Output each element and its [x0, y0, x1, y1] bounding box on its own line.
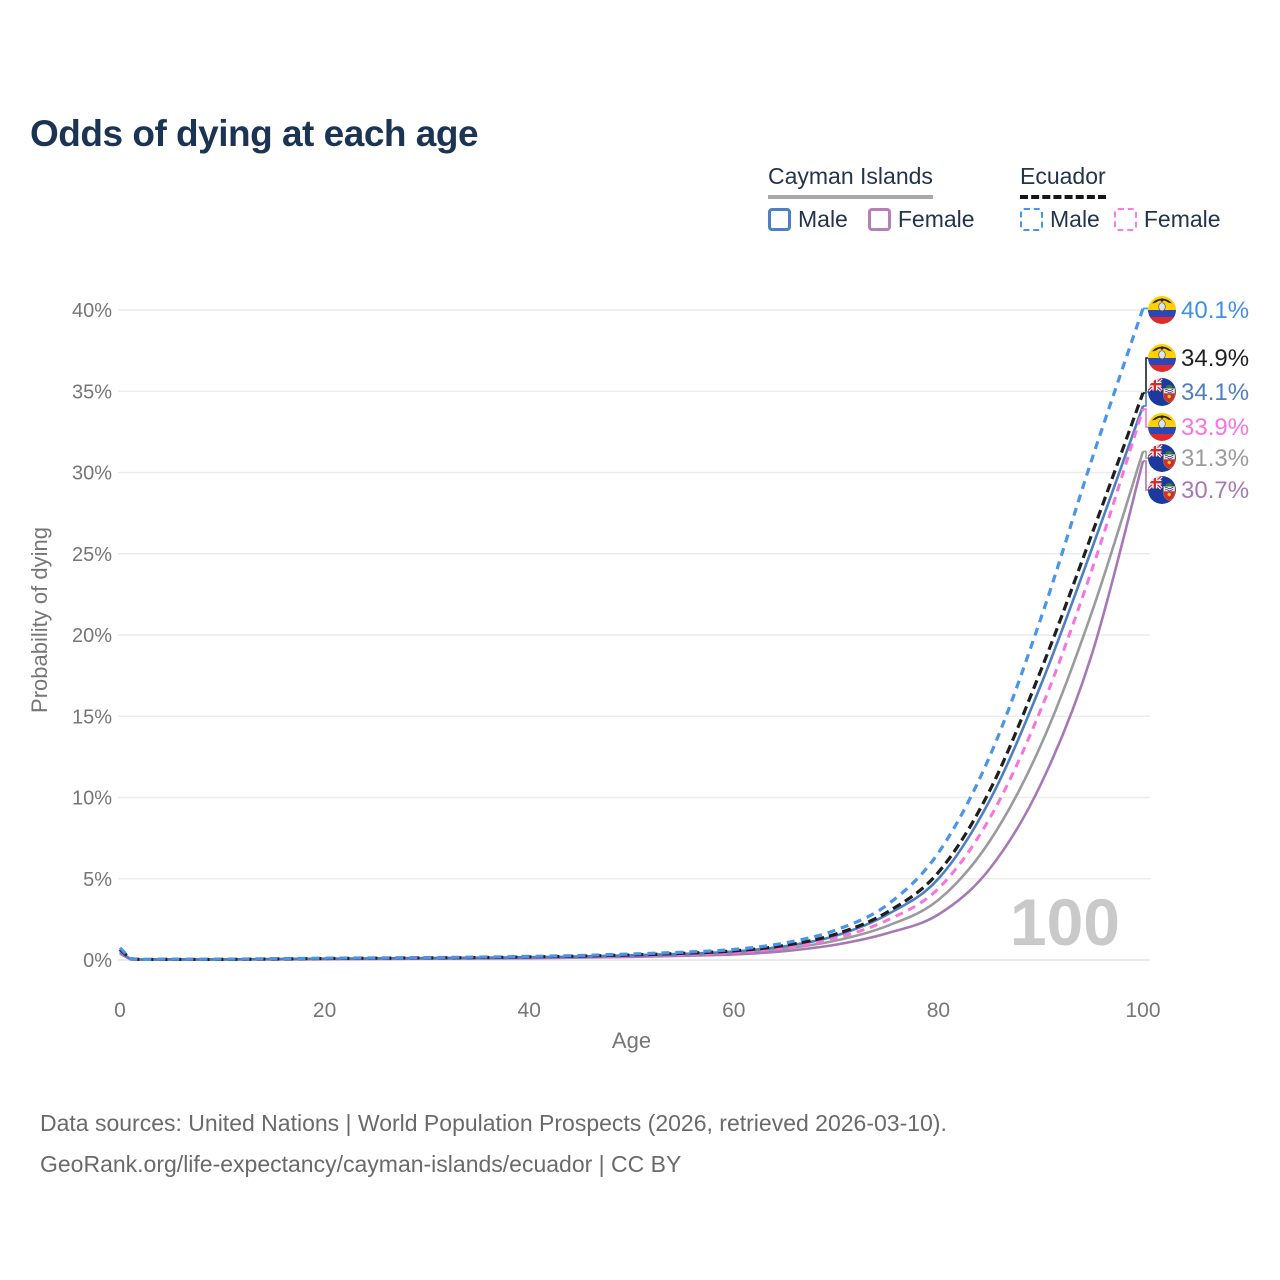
chart-footer: Data sources: United Nations | World Pop…	[40, 1103, 947, 1185]
cayman-islands-flag-icon	[1148, 476, 1176, 504]
cayman-islands-flag-icon	[1148, 444, 1176, 472]
y-tick-label: 5%	[83, 869, 112, 891]
series-end-value: 30.7%	[1181, 477, 1249, 504]
legend-country-ecuador: Ecuador	[1020, 163, 1106, 199]
y-tick-label: 40%	[72, 300, 112, 322]
y-axis-title: Probability of dying	[27, 527, 52, 713]
legend-label: Female	[1143, 206, 1221, 232]
ecuador-flag-icon	[1148, 344, 1176, 372]
page-title: Odds of dying at each age	[30, 112, 479, 154]
x-axis-title: Age	[612, 1028, 651, 1053]
legend-toggle-ecuador-male[interactable]: Male	[1020, 206, 1100, 233]
label-leader	[1143, 391, 1148, 407]
series-end-value: 34.9%	[1181, 345, 1249, 372]
x-tick-label: 60	[722, 999, 745, 1022]
legend-toggle-cayman-female[interactable]: Female	[867, 206, 975, 233]
y-tick-label: 15%	[72, 706, 112, 728]
legend-country-cayman-islands: Cayman Islands	[768, 163, 933, 199]
series-end-value: 31.3%	[1181, 445, 1249, 472]
ecuador-flag-icon	[1148, 413, 1176, 441]
y-tick-label: 25%	[72, 544, 112, 566]
attribution-line: GeoRank.org/life-expectancy/cayman-islan…	[40, 1151, 682, 1177]
x-tick-label: 100	[1125, 999, 1160, 1022]
cayman-islands-flag-icon	[1148, 378, 1176, 406]
x-tick-label: 0	[114, 999, 126, 1022]
legend-group-ecuador: Ecuador Male Female	[1020, 163, 1221, 233]
y-tick-label: 10%	[72, 788, 112, 810]
odds-of-dying-chart: 0% 5% 10% 15% 20% 25% 30% 35% 40% 100 0 20 40 60 80 100…	[27, 296, 1249, 1053]
series-end-value: 33.9%	[1181, 414, 1249, 441]
label-leader	[1143, 450, 1148, 459]
x-tick-label: 80	[927, 999, 950, 1022]
series-line-cayman-islands-both[interactable]	[119, 451, 1145, 961]
series-line-ecuador-male[interactable]	[118, 307, 1145, 961]
label-leader	[1143, 357, 1148, 394]
x-tick-label: 20	[313, 999, 336, 1022]
y-tick-label: 35%	[72, 381, 112, 403]
ecuador-female-checkbox[interactable]	[1113, 208, 1137, 231]
y-tick-label: 30%	[72, 463, 112, 485]
y-tick-label: 20%	[72, 625, 112, 647]
series-line-ecuador-female[interactable]	[119, 408, 1145, 962]
series-line-cayman-islands-female[interactable]	[119, 460, 1145, 961]
label-leader	[1143, 408, 1148, 428]
y-tick-label: 0%	[83, 950, 112, 972]
ecuador-flag-icon	[1148, 296, 1176, 324]
legend-group-cayman-islands: Cayman Islands Male Female	[768, 163, 975, 233]
series-end-value: 40.1%	[1181, 297, 1249, 324]
series-line-cayman-islands-male[interactable]	[119, 405, 1145, 961]
legend-label: Male	[1050, 206, 1100, 232]
label-leader	[1143, 460, 1148, 491]
cayman-female-checkbox[interactable]	[867, 208, 891, 231]
age-watermark: 100	[1010, 885, 1120, 959]
ecuador-male-checkbox[interactable]	[1020, 208, 1043, 231]
legend-label: Female	[897, 206, 975, 232]
series-end-value: 34.1%	[1181, 379, 1249, 406]
data-sources-line: Data sources: United Nations | World Pop…	[40, 1110, 947, 1136]
x-tick-label: 40	[518, 999, 541, 1022]
cayman-male-checkbox[interactable]	[768, 208, 791, 231]
legend-toggle-cayman-male[interactable]: Male	[768, 206, 848, 233]
legend-toggle-ecuador-female[interactable]: Female	[1113, 206, 1221, 233]
series-line-ecuador-both[interactable]	[118, 392, 1145, 962]
legend-label: Male	[798, 206, 848, 232]
